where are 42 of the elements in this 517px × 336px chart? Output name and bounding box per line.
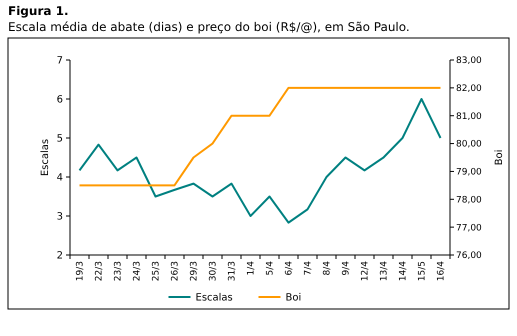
x-tick-label: 25/3 bbox=[152, 261, 162, 282]
x-tick-label: 1/4 bbox=[246, 260, 256, 276]
chart-title: Figura 1. bbox=[8, 4, 69, 18]
x-tick-label: 23/3 bbox=[114, 261, 124, 282]
x-tick-label: 12/4 bbox=[360, 260, 370, 282]
x-tick-label: 16/4 bbox=[436, 260, 446, 282]
y2-axis-title: Boi bbox=[494, 150, 505, 166]
y-axis-title: Escalas bbox=[40, 138, 51, 176]
y-tick-label: 7 bbox=[56, 56, 63, 66]
x-tick-label: 5/4 bbox=[266, 260, 276, 276]
y2-tick-label: 79,00 bbox=[456, 168, 482, 178]
x-tick-label: 22/3 bbox=[94, 261, 104, 282]
y2-tick-label: 82,00 bbox=[456, 84, 482, 94]
y2-tick-label: 77,00 bbox=[456, 223, 482, 234]
x-tick-label: 29/3 bbox=[190, 261, 200, 282]
line-series bbox=[78, 98, 442, 224]
chart-subtitle: Escala média de abate (dias) e preço do boi (R$/@), em São Paulo. bbox=[8, 20, 410, 34]
x-tick-label: 31/3 bbox=[228, 261, 238, 282]
y-tick-label: 4 bbox=[56, 172, 63, 184]
x-tick-label: 26/3 bbox=[170, 261, 180, 282]
legend-label: Boi bbox=[286, 292, 302, 304]
x-tick-label: 14/4 bbox=[398, 260, 408, 282]
y2-tick-label: 80,00 bbox=[456, 140, 482, 150]
y2-tick-label: 76,00 bbox=[456, 251, 482, 262]
y-tick-label: 6 bbox=[56, 94, 63, 106]
x-tick-label: 13/4 bbox=[380, 260, 390, 282]
y-tick-label: 3 bbox=[56, 212, 63, 222]
y2-tick-label: 81,00 bbox=[456, 112, 482, 122]
line-series bbox=[78, 86, 442, 186]
x-tick-label: 19/3 bbox=[76, 261, 86, 282]
x-tick-label: 9/4 bbox=[342, 260, 352, 276]
y-tick-label: 2 bbox=[56, 250, 63, 262]
y-tick-label: 5 bbox=[56, 134, 63, 144]
x-tick-label: 6/4 bbox=[284, 260, 294, 276]
x-tick-label: 24/3 bbox=[132, 261, 142, 282]
x-tick-label: 30/3 bbox=[208, 261, 218, 282]
legend-label: Escalas bbox=[196, 292, 233, 304]
y2-tick-label: 78,00 bbox=[456, 195, 482, 206]
y2-tick-label: 83,00 bbox=[456, 56, 482, 66]
x-tick-label: 15/5 bbox=[418, 261, 428, 282]
x-tick-label: 7/4 bbox=[304, 260, 314, 276]
x-tick-label: 8/4 bbox=[322, 260, 332, 276]
